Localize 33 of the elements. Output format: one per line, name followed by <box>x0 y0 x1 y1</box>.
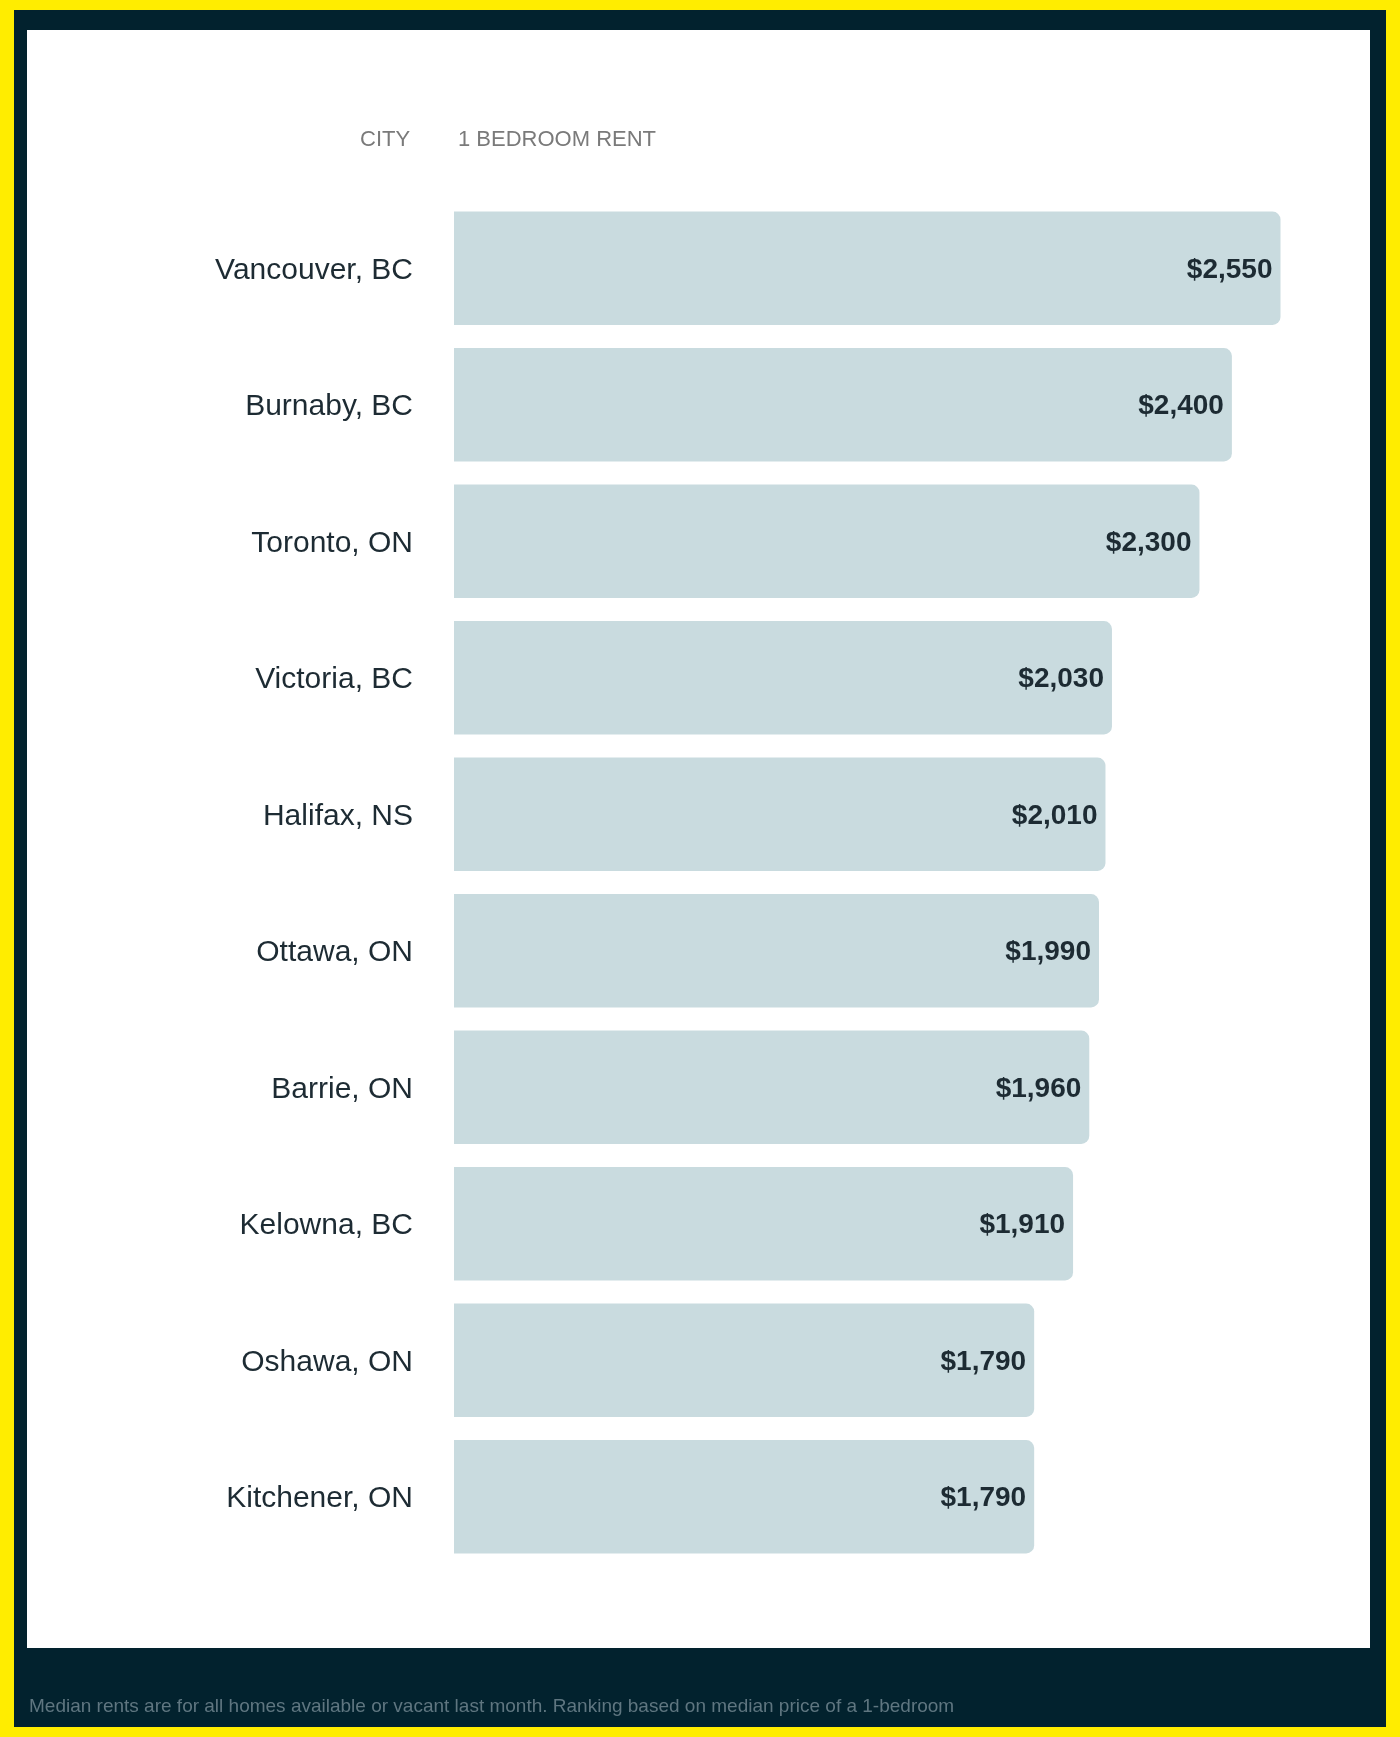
data-label: $2,400 <box>1138 389 1224 421</box>
y-tick-label: Toronto, ON <box>251 524 413 558</box>
data-label: $1,990 <box>1005 935 1091 967</box>
y-tick-label: Barrie, ON <box>271 1070 413 1104</box>
bar <box>454 1030 1090 1144</box>
bar <box>454 348 1232 462</box>
bar <box>454 894 1099 1008</box>
text: Median rents are for all homes available or vacant last month. Ranking based on median price of a 1-bedroom <box>29 1695 955 1716</box>
data-label: $2,010 <box>1011 798 1098 830</box>
data-label: $2,550 <box>1186 252 1273 284</box>
y-tick-label: Kelowna, BC <box>239 1207 413 1241</box>
y-tick-label: Halifax, NS <box>262 797 413 831</box>
data-label: $2,300 <box>1105 525 1192 557</box>
bar <box>454 1440 1035 1554</box>
data-label: $1,790 <box>940 1344 1027 1376</box>
y-tick-label: Ottawa, ON <box>256 934 413 968</box>
data-label: $1,910 <box>979 1208 1066 1240</box>
y-axis-title: CITY <box>360 126 411 151</box>
x-axis-title: 1 BEDROOM RENT <box>458 126 657 151</box>
bar <box>454 211 1281 325</box>
y-tick-label: Burnaby, BC <box>245 388 413 422</box>
bar <box>454 621 1112 735</box>
y-tick-label: Vancouver, BC <box>215 251 413 285</box>
y-tick-label: Victoria, BC <box>255 661 413 695</box>
data-label: $2,030 <box>1018 662 1104 694</box>
bar <box>454 1167 1074 1281</box>
bar <box>454 484 1200 598</box>
y-tick-label: Kitchener, ON <box>226 1480 413 1514</box>
data-label: $1,790 <box>940 1481 1027 1513</box>
data-label: $1,960 <box>995 1071 1082 1103</box>
bar <box>454 757 1106 871</box>
bar <box>454 1303 1035 1417</box>
y-tick-label: Oshawa, ON <box>241 1343 413 1377</box>
